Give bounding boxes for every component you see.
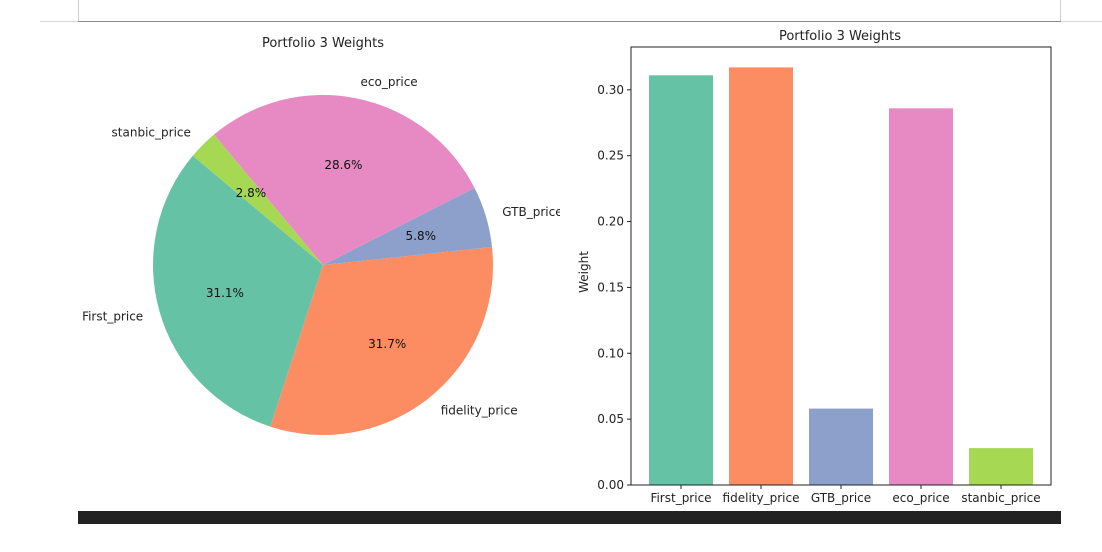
y-tick-label: 0.20 [597,215,624,229]
y-tick-label: 0.25 [597,149,624,163]
pie-chart: Portfolio 3 Weights 31.1% First_price 31.7… [82,36,560,435]
y-tick-label: 0.05 [597,412,624,426]
x-tick-label: eco_price [892,491,949,505]
pie-pct-label: 31.7% [368,337,406,351]
pie-category-label: eco_price [361,75,418,89]
pie-chart-title: Portfolio 3 Weights [262,36,384,51]
cell-left-border [78,0,79,21]
pie-slice-First_price [153,155,323,427]
x-tick-label: fidelity_price [723,491,800,505]
pie-slice-stanbic_price [192,134,323,265]
bar-chart-title: Portfolio 3 Weights [779,29,901,44]
y-tick-label: 0.15 [597,280,624,294]
y-tick-label: 0.30 [597,83,624,97]
pie-category-label: GTB_price [502,205,560,219]
pie-pct-label: 5.8% [406,229,437,243]
y-axis-label: Weight [577,251,591,293]
x-tick-label: First_price [650,491,711,505]
cell-top-border [78,21,1061,22]
x-tick-label: stanbic_price [961,491,1040,505]
pie-slice-fidelity_price [270,246,493,435]
pie-category-label: First_price [82,310,143,324]
plot-frame [630,46,1052,486]
pie-slice-eco_price [213,95,475,265]
pie-pct-label: 2.8% [236,186,267,200]
bar-GTB_price [809,408,873,485]
bar-chart: Portfolio 3 Weights Weight First_price fi… [577,29,1052,505]
pie-slice-GTB_price [323,187,493,265]
pie-category-label: fidelity_price [441,403,518,417]
x-tick-label: GTB_price [811,491,871,505]
bar-stanbic_price [969,448,1033,485]
pie-pct-label: 31.1% [206,286,244,300]
cell-right-border [1060,0,1061,21]
y-tick-label: 0.00 [597,478,624,492]
bar-eco_price [889,108,953,486]
bar-First_price [649,75,713,486]
output-footer-bar [78,511,1061,524]
bar-fidelity_price [729,67,793,486]
pie-pct-label: 28.6% [324,158,362,172]
pie-category-label: stanbic_price [112,126,191,140]
y-tick-label: 0.10 [597,346,624,360]
